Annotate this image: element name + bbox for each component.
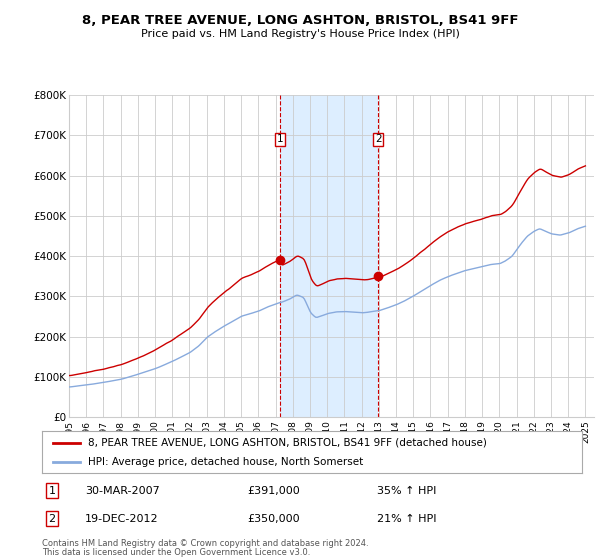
Text: 19-DEC-2012: 19-DEC-2012 [85,514,159,524]
Text: Price paid vs. HM Land Registry's House Price Index (HPI): Price paid vs. HM Land Registry's House … [140,29,460,39]
Text: 2: 2 [49,514,56,524]
Text: £350,000: £350,000 [247,514,300,524]
Text: 8, PEAR TREE AVENUE, LONG ASHTON, BRISTOL, BS41 9FF: 8, PEAR TREE AVENUE, LONG ASHTON, BRISTO… [82,14,518,27]
Text: 1: 1 [277,134,283,144]
Text: 1: 1 [49,486,55,496]
Text: Contains HM Land Registry data © Crown copyright and database right 2024.: Contains HM Land Registry data © Crown c… [42,539,368,548]
Text: 8, PEAR TREE AVENUE, LONG ASHTON, BRISTOL, BS41 9FF (detached house): 8, PEAR TREE AVENUE, LONG ASHTON, BRISTO… [88,437,487,447]
Text: £391,000: £391,000 [247,486,300,496]
Text: 35% ↑ HPI: 35% ↑ HPI [377,486,436,496]
Text: 2: 2 [375,134,382,144]
Bar [280,95,379,417]
Text: HPI: Average price, detached house, North Somerset: HPI: Average price, detached house, Nort… [88,457,363,467]
Text: 30-MAR-2007: 30-MAR-2007 [85,486,160,496]
Text: This data is licensed under the Open Government Licence v3.0.: This data is licensed under the Open Gov… [42,548,310,557]
Text: 21% ↑ HPI: 21% ↑ HPI [377,514,436,524]
